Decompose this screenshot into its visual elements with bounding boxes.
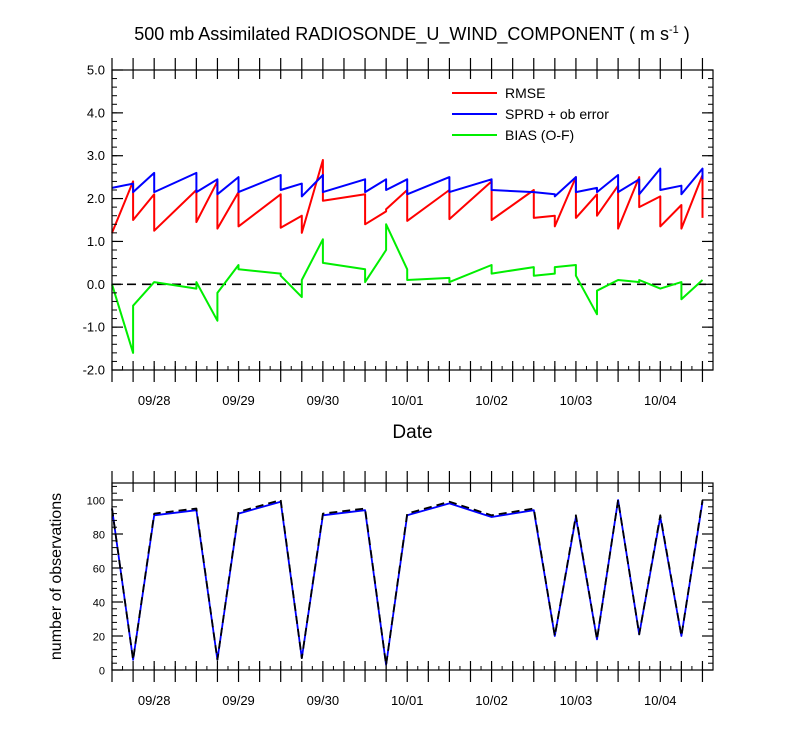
x-tick-label: 10/02 bbox=[475, 693, 508, 708]
y-tick-label: 4.0 bbox=[87, 105, 105, 120]
x-tick-label: 09/28 bbox=[138, 393, 171, 408]
x-tick-label: 10/04 bbox=[644, 693, 677, 708]
y-tick-label: 100 bbox=[87, 496, 105, 508]
legend: RMSE SPRD + ob error BIAS (O-F) bbox=[452, 85, 609, 143]
y-tick-label: 80 bbox=[93, 530, 105, 542]
y-tick-label: -1.0 bbox=[83, 320, 105, 335]
y-tick-label: 5.0 bbox=[87, 63, 105, 78]
x-tick-label: 10/04 bbox=[644, 393, 677, 408]
bottom-panel: 0 20 40 60 80 100 09/28 09/29 09/30 10/01 10/02 10/… bbox=[48, 471, 714, 708]
x-tick-label: 09/30 bbox=[307, 693, 340, 708]
bottom-plot-frame bbox=[111, 482, 714, 671]
series-line-bias-o-f bbox=[111, 223, 704, 354]
bottom-tick-group: 0 20 40 60 80 100 09/28 09/29 09/30 10/01 10/02 10/… bbox=[87, 471, 714, 708]
series-line-observations-total bbox=[111, 499, 704, 666]
series-line-observations-assimilated bbox=[111, 499, 704, 666]
y-tick-label: 1.0 bbox=[87, 234, 105, 249]
x-tick-label: 09/29 bbox=[222, 393, 255, 408]
top-tick-group: -2.0 -1.0 0.0 1.0 2.0 3.0 4.0 5.0 09/28 09/29 09/3… bbox=[83, 58, 714, 408]
x-tick-label: 09/29 bbox=[222, 693, 255, 708]
x-tick-label: 10/03 bbox=[560, 393, 593, 408]
y-tick-label: 2.0 bbox=[87, 191, 105, 206]
y-tick-label: 3.0 bbox=[87, 148, 105, 163]
legend-label: BIAS (O-F) bbox=[505, 127, 574, 143]
x-tick-label: 10/01 bbox=[391, 393, 424, 408]
x-tick-label: 09/28 bbox=[138, 693, 171, 708]
x-tick-label: 10/01 bbox=[391, 693, 424, 708]
y-tick-label: 20 bbox=[93, 632, 105, 644]
y-axis-label: number of observations bbox=[48, 493, 65, 660]
bottom-series-group bbox=[111, 499, 704, 666]
chart-title: 500 mb Assimilated RADIOSONDE_U_WIND_COM… bbox=[134, 24, 690, 45]
y-tick-label: 60 bbox=[93, 564, 105, 576]
y-tick-label: 40 bbox=[93, 598, 105, 610]
legend-label: SPRD + ob error bbox=[505, 106, 609, 122]
y-tick-label: 0.0 bbox=[87, 277, 105, 292]
top-panel: -2.0 -1.0 0.0 1.0 2.0 3.0 4.0 5.0 09/28 09/29 09/3… bbox=[83, 58, 714, 443]
top-series-group bbox=[111, 159, 704, 354]
x-tick-label: 09/30 bbox=[307, 393, 340, 408]
y-tick-label: 0 bbox=[99, 666, 105, 678]
legend-label: RMSE bbox=[505, 85, 545, 101]
series-line-sprd-ob-error bbox=[111, 167, 704, 198]
y-tick-label: -2.0 bbox=[83, 363, 105, 378]
x-tick-label: 10/03 bbox=[560, 693, 593, 708]
x-tick-label: 10/02 bbox=[475, 393, 508, 408]
x-axis-label: Date bbox=[392, 422, 432, 443]
top-plot-frame bbox=[111, 69, 714, 371]
series-line-rmse bbox=[111, 159, 704, 234]
